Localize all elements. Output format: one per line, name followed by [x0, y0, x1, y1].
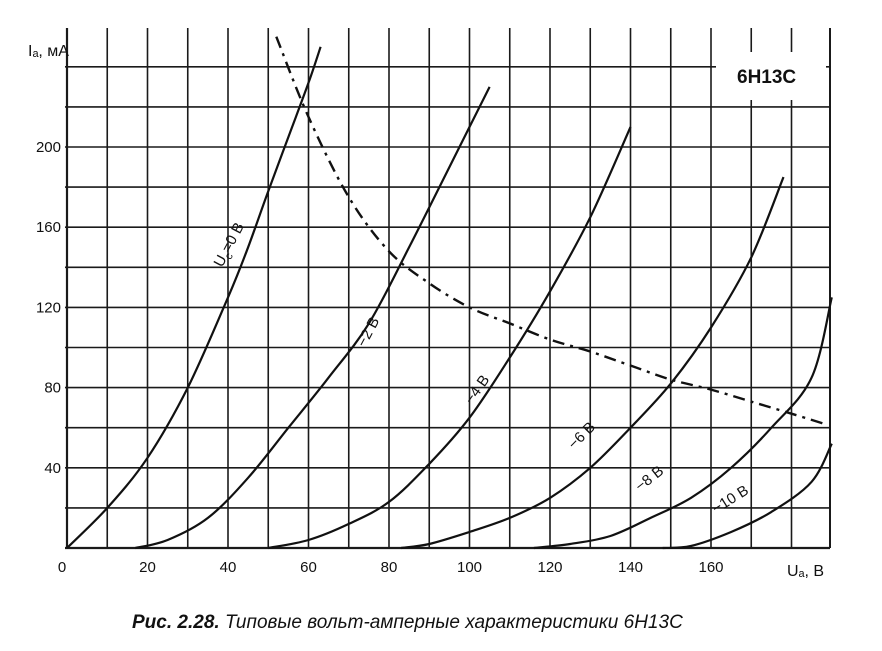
x-tick-labels: 0 20 40 60 80 100 120 140 160 — [58, 559, 724, 576]
x-axis-title: Uₐ, В — [787, 563, 824, 580]
y-tick-label: 160 — [36, 219, 61, 236]
y-tick-label: 120 — [36, 299, 61, 316]
curve-label-m2: −2 В — [354, 314, 384, 350]
tube-label: 6Н13С — [737, 67, 796, 88]
x-tick-label: 120 — [537, 559, 562, 576]
max-power-curve — [275, 36, 825, 425]
y-tick-label: 40 — [44, 460, 61, 477]
tube-label-box — [716, 52, 826, 100]
x-tick-label: 80 — [381, 559, 398, 576]
series-line-3 — [400, 176, 785, 550]
curve-label-m6: −6 В — [565, 419, 599, 453]
y-tick-labels: 40 80 120 160 200 — [36, 139, 61, 477]
series-line-1 — [135, 86, 491, 550]
x-tick-label: 160 — [698, 559, 723, 576]
grid — [65, 28, 831, 550]
x-tick-label: 140 — [618, 559, 643, 576]
series-line-0 — [66, 46, 322, 549]
x-tick-label: 100 — [457, 559, 482, 576]
curve-label-m10: −10 В — [709, 482, 752, 517]
series-line-2 — [268, 126, 632, 550]
x-tick-label: 0 — [58, 559, 66, 576]
y-tick-label: 200 — [36, 139, 61, 156]
series-line-4 — [533, 297, 833, 550]
x-tick-label: 40 — [220, 559, 237, 576]
x-tick-label: 60 — [300, 559, 317, 576]
caption-text: Типовые вольт-амперные характеристики 6Н… — [224, 612, 683, 633]
series-line-5 — [662, 443, 833, 550]
x-tick-label: 20 — [139, 559, 156, 576]
caption-lead: Рис. 2.28. — [132, 612, 220, 633]
curves — [66, 36, 833, 550]
figure-caption: Рис. 2.28. Типовые вольт-амперные характ… — [132, 612, 683, 634]
y-axis-title: Iₐ, мА — [28, 43, 69, 60]
chart-svg: 40 80 120 160 200 0 20 40 60 80 100 120 140 160 Iₐ, … — [28, 28, 833, 580]
y-tick-label: 80 — [44, 380, 61, 397]
